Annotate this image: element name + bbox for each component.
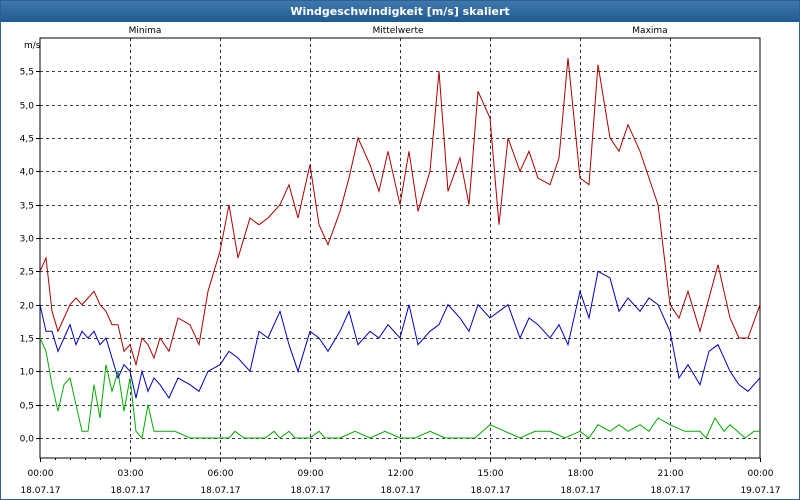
x-tick-date: 18.07.17 [380, 486, 420, 496]
y-tick-label: 0,0 [20, 435, 35, 445]
y-tick-label: 5,5 [20, 68, 34, 78]
grid-lines [40, 38, 760, 458]
y-tick-label: 2,0 [20, 302, 35, 312]
x-tick-time: 06:00 [208, 469, 234, 479]
y-axis-label: m/s [24, 41, 41, 51]
y-tick-label: 4,0 [20, 168, 35, 178]
series-minima-line [39, 337, 760, 440]
y-tick-label: 0,5 [20, 402, 34, 412]
y-tick-label: 1,0 [20, 368, 35, 378]
legend-mittelwerte: Mittelwerte [372, 26, 423, 36]
y-tick-label: 5,0 [20, 102, 35, 112]
x-tick-time: 21:00 [658, 469, 684, 479]
x-tick-date: 18.07.17 [20, 486, 60, 496]
x-tick-date: 18.07.17 [650, 486, 690, 496]
series-maxima-line [39, 57, 761, 367]
series-mittelwerte-line [39, 270, 761, 400]
y-tick-label: 4,5 [20, 135, 34, 145]
y-axis: 0,0 0,5 1,0 1,5 2,0 2,5 3,0 3,5 4,0 4,5 5,0 5,5 [20, 68, 40, 445]
x-tick-date: 18.07.17 [470, 486, 510, 496]
series-lines [39, 57, 761, 440]
x-tick-date: 18.07.17 [290, 486, 330, 496]
x-axis: 00:00 18.07.17 03:00 18.07.17 06:00 18.07.17 0… [20, 458, 781, 496]
x-tick-time: 18:00 [568, 469, 594, 479]
x-tick-date: 18.07.17 [200, 486, 240, 496]
legend-maxima: Maxima [632, 26, 667, 36]
x-tick-time: 15:00 [478, 469, 504, 479]
window-title: Windgeschwindigkeit [m/s] skaliert [1, 1, 799, 22]
legend-minima: Minima [129, 26, 162, 36]
y-tick-label: 3,0 [20, 235, 35, 245]
y-tick-label: 3,5 [20, 202, 34, 212]
x-tick-time: 03:00 [118, 469, 144, 479]
x-tick-time: 00:00 [748, 469, 774, 479]
x-tick-time: 09:00 [298, 469, 324, 479]
x-tick-date: 18.07.17 [560, 486, 600, 496]
x-tick-date: 19.07.17 [740, 486, 780, 496]
x-tick-time: 00:00 [28, 469, 54, 479]
y-tick-label: 2,5 [20, 268, 34, 278]
y-tick-label: 1,5 [20, 335, 34, 345]
plot-area [39, 37, 761, 459]
x-tick-time: 12:00 [388, 469, 414, 479]
x-tick-date: 18.07.17 [110, 486, 150, 496]
